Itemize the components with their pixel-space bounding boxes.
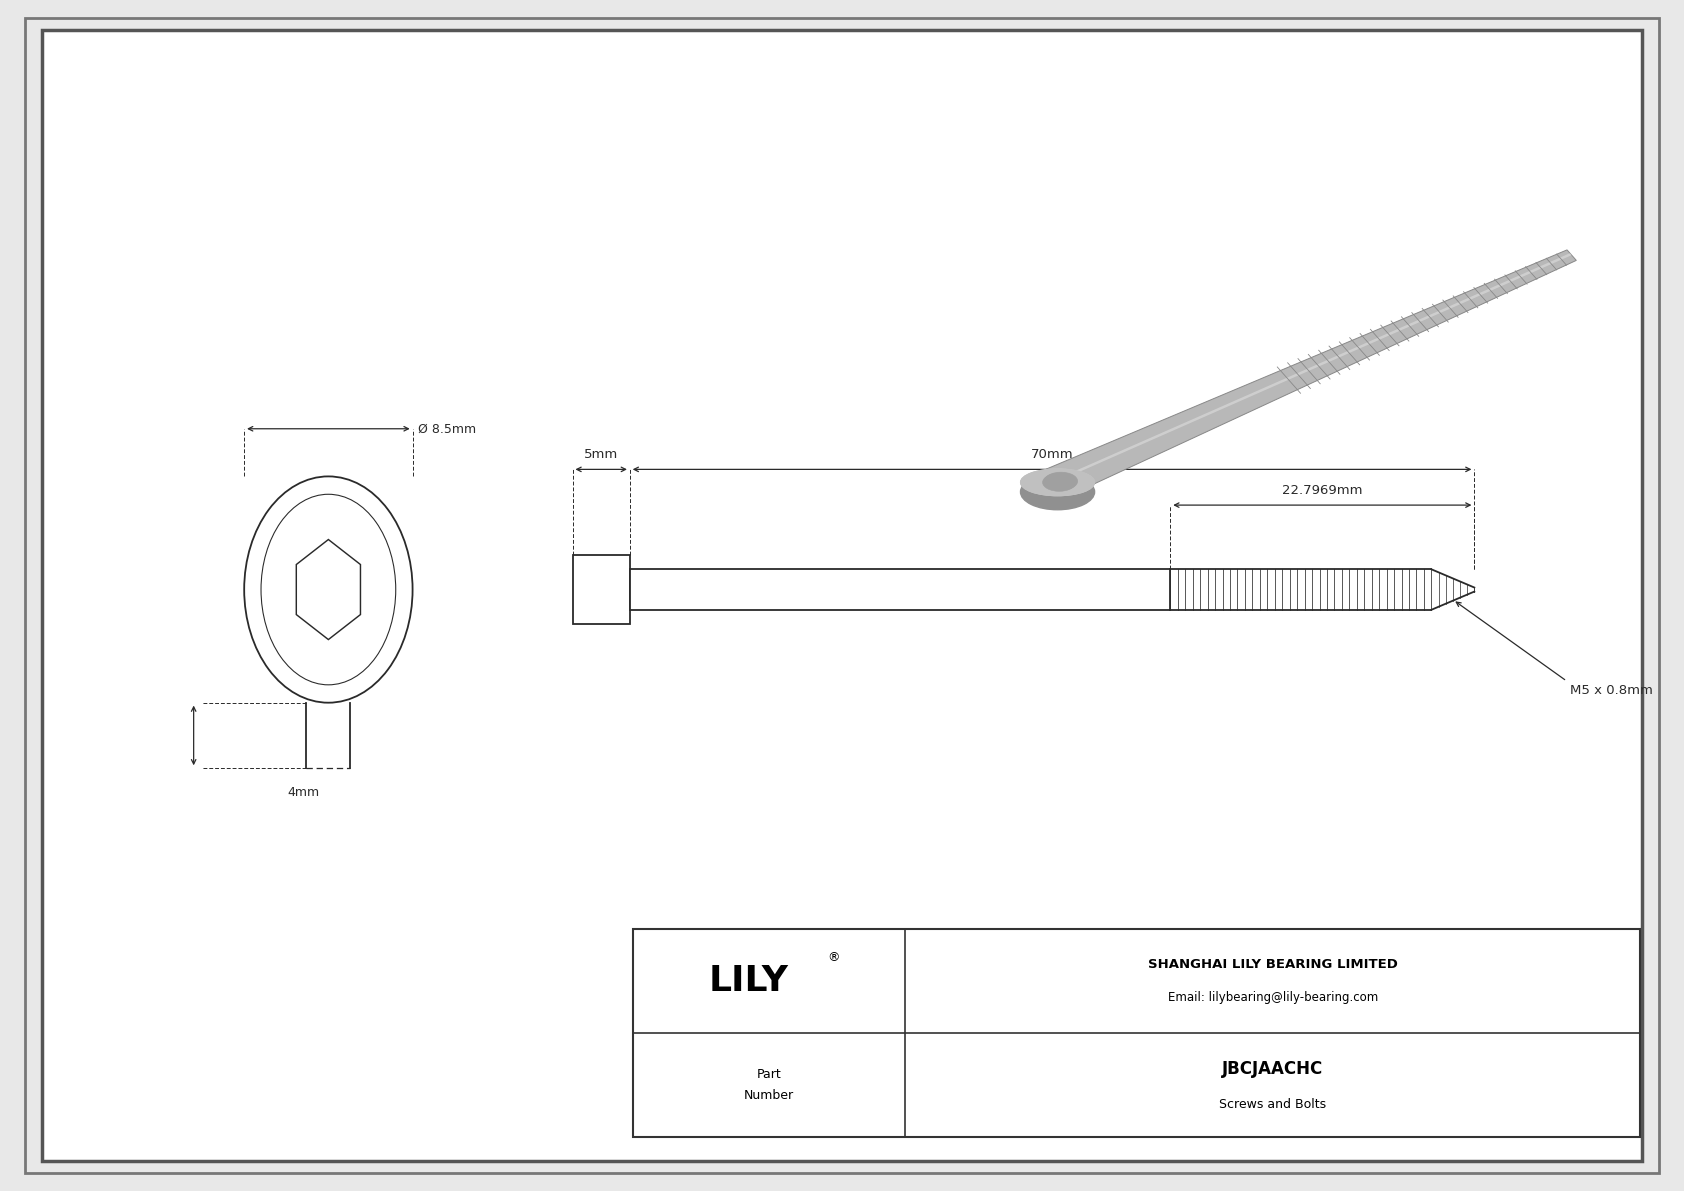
- Text: SHANGHAI LILY BEARING LIMITED: SHANGHAI LILY BEARING LIMITED: [1148, 958, 1398, 971]
- Text: M5 x 0.8mm: M5 x 0.8mm: [1569, 684, 1654, 697]
- Bar: [633, 929, 1640, 1137]
- Bar: [573, 555, 630, 624]
- Polygon shape: [1056, 254, 1571, 481]
- Ellipse shape: [1021, 469, 1095, 495]
- Text: ®: ®: [827, 950, 839, 964]
- Polygon shape: [296, 540, 360, 640]
- Ellipse shape: [1021, 474, 1095, 510]
- Polygon shape: [1046, 250, 1576, 495]
- Text: 5mm: 5mm: [584, 448, 618, 461]
- Bar: [630, 569, 1170, 610]
- Text: Email: lilybearing@lily-bearing.com: Email: lilybearing@lily-bearing.com: [1167, 991, 1378, 1004]
- Text: Part
Number: Part Number: [744, 1068, 795, 1103]
- Text: JBCJAACHC: JBCJAACHC: [1223, 1060, 1324, 1078]
- Ellipse shape: [1044, 472, 1078, 491]
- Ellipse shape: [1021, 469, 1095, 495]
- Ellipse shape: [244, 476, 413, 703]
- Text: LILY: LILY: [709, 964, 788, 998]
- Ellipse shape: [1042, 474, 1076, 492]
- Text: 22.7969mm: 22.7969mm: [1282, 484, 1362, 497]
- Text: 4mm: 4mm: [286, 786, 320, 799]
- Ellipse shape: [261, 494, 396, 685]
- Text: 70mm: 70mm: [1031, 448, 1073, 461]
- Polygon shape: [1039, 469, 1069, 499]
- Text: Screws and Bolts: Screws and Bolts: [1219, 1098, 1327, 1111]
- Text: Ø 8.5mm: Ø 8.5mm: [418, 423, 477, 435]
